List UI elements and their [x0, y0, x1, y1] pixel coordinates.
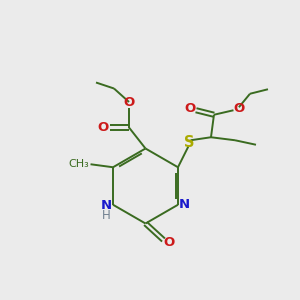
- Text: CH₃: CH₃: [68, 159, 89, 169]
- Text: H: H: [102, 209, 111, 222]
- Text: O: O: [234, 102, 245, 115]
- Text: O: O: [123, 96, 135, 109]
- Text: O: O: [163, 236, 175, 249]
- Text: O: O: [184, 102, 196, 115]
- Text: O: O: [98, 121, 109, 134]
- Text: S: S: [184, 135, 195, 150]
- Text: N: N: [101, 199, 112, 212]
- Text: N: N: [179, 198, 190, 211]
